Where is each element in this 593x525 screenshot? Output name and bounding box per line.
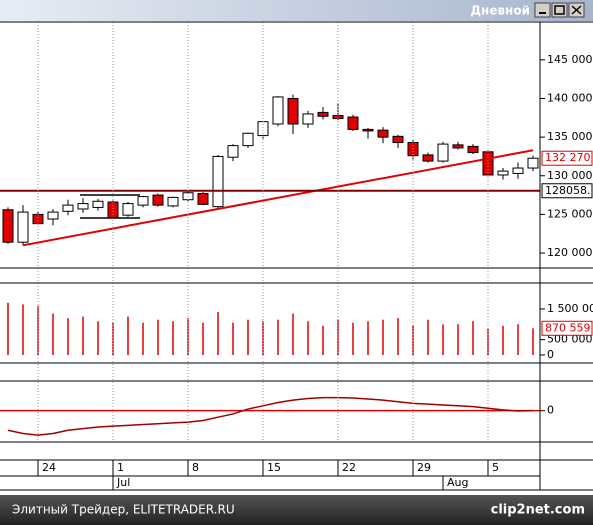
y-tick-label: 135 000 [547,130,593,143]
footer-text: Элитный Трейдер, ELITETRADER.RU [12,503,235,517]
last-value-label: 870 559 [545,321,591,334]
candle-body [47,211,59,220]
footer [0,495,593,525]
candle-body [137,196,149,206]
candle-body [452,144,464,149]
maximize-icon [554,5,565,15]
y-tick-label: 500 000 [547,333,593,346]
candle-body [407,142,419,157]
y-tick-label: 0 [547,348,554,361]
y-tick-label: 120 000 [547,246,593,259]
candle-body [107,201,119,218]
x-tick-label: 5 [492,461,499,474]
title-bar [0,0,593,21]
y-tick-label: 1 500 000 [547,302,593,315]
y-tick-label: 140 000 [547,91,593,104]
candle-body [122,203,134,216]
candle-body [437,143,449,162]
hline-label: 128058. [545,184,591,197]
candle-body [227,145,239,158]
candle-body [242,132,254,147]
candle-body [497,170,509,176]
window-title: Дневной [470,4,530,18]
candle-body [32,213,44,225]
candle-body [62,204,74,212]
candle-body [512,167,524,174]
candle-body [317,111,329,117]
x-tick-label: 1 [117,461,124,474]
pattern-box [80,194,140,219]
candle-body [392,135,404,144]
panel-frames [0,21,593,491]
window-buttons[interactable] [534,2,585,18]
hline-marker-box [541,183,593,199]
watermark[interactable]: clip2net.com [491,503,585,518]
x-tick-label: 29 [417,461,431,474]
y-tick-label: 130 000 [547,169,593,182]
month-label: Jul [116,476,130,489]
oscillator-line [7,396,534,436]
last-value-box [541,320,593,336]
x-tick-label: 15 [267,461,281,474]
candle-body [377,129,389,138]
candle-body [467,145,479,154]
candle-body [362,128,374,132]
x-tick-label: 22 [342,461,356,474]
month-label: Aug [447,476,468,489]
y-tick-label: 125 000 [547,207,593,220]
y-tick-label: 0 [547,404,554,417]
candle-body [212,155,224,208]
y-tick-label: 145 000 [547,53,593,66]
candle-body [92,200,104,208]
candle-body [167,196,179,207]
candle-body [302,113,314,125]
candle-body [197,193,209,205]
candle-body [527,157,539,169]
candle-body [347,116,359,130]
x-tick-label: 8 [192,461,199,474]
candle-body [17,211,29,243]
candle-body [2,209,14,243]
marks: 128058. 132 270 870 559 [0,94,593,436]
candle-body [287,97,299,125]
close-icon [571,5,582,15]
candle-body [422,154,434,162]
last-price-box [541,150,593,166]
candle-body [272,96,284,125]
candle-body [152,194,164,206]
trend-line [22,149,534,247]
grid [37,22,489,442]
minimize-button[interactable] [534,2,551,18]
last-price-label: 132 270 [545,151,591,164]
x-tick-label: 24 [42,461,56,474]
candle-body [77,203,89,210]
